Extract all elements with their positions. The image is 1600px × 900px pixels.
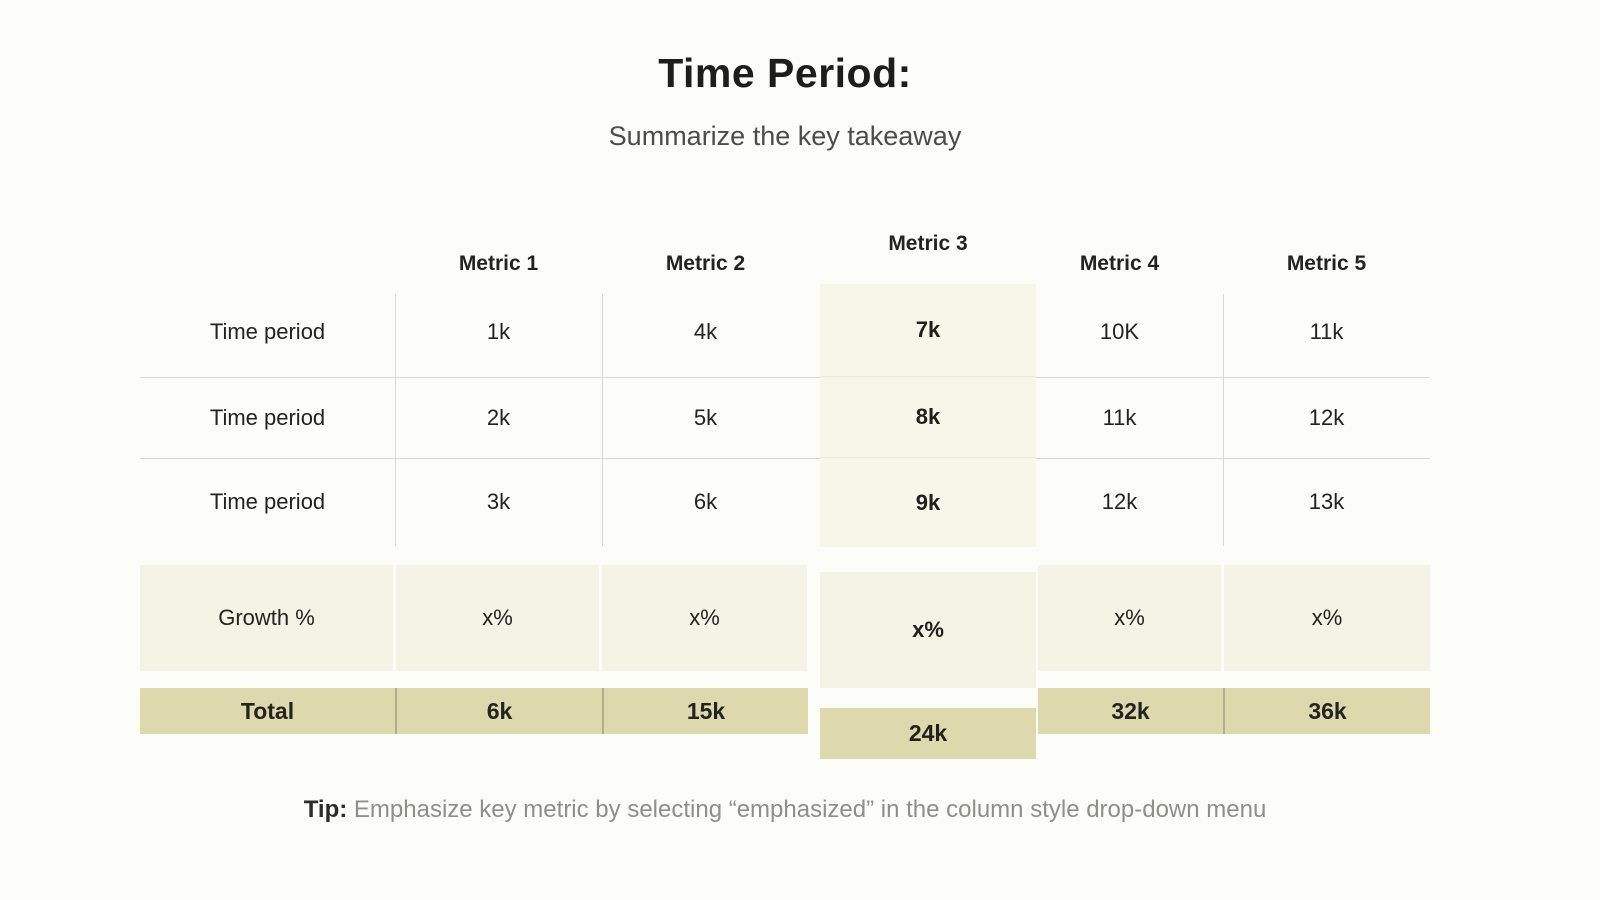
table-cell-metric4-row3: 12k [1101, 489, 1138, 514]
total-row-divider-1 [395, 688, 397, 734]
row-divider-1 [140, 377, 1430, 378]
column-header-metric-4: Metric 4 [1079, 252, 1160, 275]
column-divider-1 [395, 294, 396, 546]
column-header-metric-3: Metric 3 [888, 232, 968, 255]
total-row-label: Total [140, 688, 395, 734]
column-header-metric-1: Metric 1 [458, 252, 539, 275]
table-cell-metric2-row2: 5k [693, 404, 718, 430]
table-cell-metric2-growth: x% [602, 565, 807, 671]
table-cell-metric1-row2: 2k [486, 404, 511, 430]
emphasized-column-card: 7k 8k 9k [820, 284, 1036, 547]
table-cell-metric5-growth: x% [1224, 565, 1430, 671]
row-divider-2 [140, 458, 1430, 459]
metrics-table: Metric 1 Metric 2 Metric 3 Metric 4 Metr… [140, 230, 1430, 790]
total-row-divider-2 [602, 688, 604, 734]
column-divider-3 [1223, 294, 1224, 546]
table-cell-metric4-row2: 11k [1102, 404, 1137, 430]
row-label-1: Time period [209, 319, 326, 344]
table-cell-metric3-row3: 9k [915, 489, 941, 515]
growth-row-label: Growth % [140, 565, 393, 671]
table-cell-metric3-row1: 7k [820, 284, 1036, 377]
column-header-metric-2: Metric 2 [665, 252, 746, 275]
tip-body: Emphasize key metric by selecting “empha… [347, 796, 1267, 823]
table-cell-metric4-total: 32k [1038, 688, 1223, 734]
table-cell-metric3-total: 24k [820, 708, 1036, 759]
table-cell-metric1-row3: 3k [486, 489, 511, 514]
table-cell-metric5-row2: 12k [1308, 404, 1345, 430]
table-cell-metric2-total: 15k [604, 688, 808, 734]
column-header-metric-5: Metric 5 [1286, 252, 1367, 275]
table-cell-metric5-total: 36k [1225, 688, 1430, 734]
tip-label: Tip: [303, 796, 348, 823]
table-cell-metric3-growth: x% [820, 572, 1036, 688]
page-title: Time Period: [658, 50, 912, 96]
tip-text: Tip: Emphasize key metric by selecting “… [140, 796, 1430, 824]
table-cell-metric5-row1: 11k [1309, 319, 1344, 344]
table-cell-metric3-row2: 8k [820, 377, 1036, 458]
table-cell-metric1-growth: x% [396, 565, 599, 671]
table-cell-metric5-row3: 13k [1308, 489, 1345, 514]
page-subtitle: Summarize the key takeaway [608, 121, 962, 151]
table-cell-metric2-row1: 4k [693, 319, 718, 344]
column-divider-2 [602, 294, 603, 546]
total-row-divider-3 [1223, 688, 1225, 734]
table-cell-metric1-total: 6k [397, 688, 602, 734]
table-cell-metric1-row1: 1k [486, 319, 511, 344]
table-cell-metric4-growth: x% [1038, 565, 1221, 671]
row-label-2: Time period [209, 404, 326, 430]
row-label-3: Time period [209, 489, 326, 514]
table-cell-metric4-row1: 10K [1099, 319, 1140, 344]
table-cell-metric2-row3: 6k [693, 489, 718, 514]
